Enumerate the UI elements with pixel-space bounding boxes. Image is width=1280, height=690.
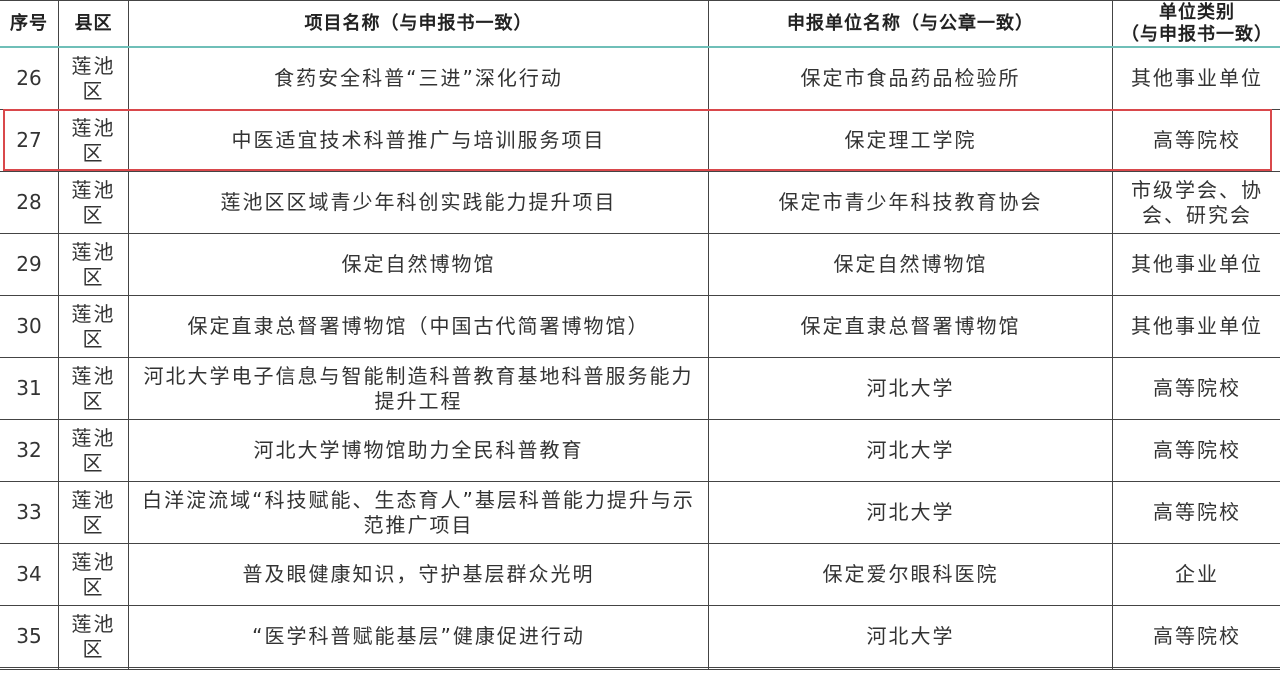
- cell-district: 莲池区: [58, 419, 129, 482]
- cell-district: 莲池区: [58, 481, 129, 544]
- cell-project: 保定自然博物馆: [128, 233, 709, 296]
- cell-project: 河北大学电子信息与智能制造科普教育基地科普服务能力提升工程: [128, 357, 709, 420]
- cell-district: 莲池区: [58, 543, 129, 606]
- cell-project: 白洋淀流域“科技赋能、生态育人”基层科普能力提升与示范推广项目: [128, 481, 709, 544]
- cell-district: 莲池区: [58, 295, 129, 358]
- cell-category: 高等院校: [1112, 109, 1280, 172]
- header-category-line2: （与申报书一致）: [1121, 23, 1273, 45]
- cell-district: 莲池区: [58, 357, 129, 420]
- cell-unit: 保定市青少年科技教育协会: [708, 171, 1113, 234]
- cell-category: 高等院校: [1112, 481, 1280, 544]
- cell-project: “医学科普赋能基层”健康促进行动: [128, 605, 709, 668]
- cell-unit: 河北大学: [708, 605, 1113, 668]
- table-row: 32 莲池区 河北大学博物馆助力全民科普教育 河北大学 高等院校: [0, 419, 1280, 482]
- header-project: 项目名称（与申报书一致）: [128, 0, 709, 48]
- header-category: 单位类别 （与申报书一致）: [1112, 0, 1280, 48]
- cell-category: 市级学会、协会、研究会: [1112, 171, 1280, 234]
- cell-no: 32: [0, 419, 59, 482]
- cell-district: 莲池区: [58, 233, 129, 296]
- cell-empty: [58, 667, 129, 670]
- table-row: 26 莲池区 食药安全科普“三进”深化行动 保定市食品药品检验所 其他事业单位: [0, 46, 1280, 110]
- cell-district: 莲池区: [58, 605, 129, 668]
- table-row: 29 莲池区 保定自然博物馆 保定自然博物馆 其他事业单位: [0, 233, 1280, 296]
- header-category-line1: 单位类别: [1159, 1, 1235, 23]
- header-no: 序号: [0, 0, 59, 48]
- table-row: 31 莲池区 河北大学电子信息与智能制造科普教育基地科普服务能力提升工程 河北大学 高等…: [0, 357, 1280, 420]
- cell-unit: 保定自然博物馆: [708, 233, 1113, 296]
- cell-project: 食药安全科普“三进”深化行动: [128, 46, 709, 110]
- cell-unit: 河北大学: [708, 481, 1113, 544]
- table-row: 34 莲池区 普及眼健康知识，守护基层群众光明 保定爱尔眼科医院 企业: [0, 543, 1280, 606]
- cell-district: 莲池区: [58, 171, 129, 234]
- cell-category: 高等院校: [1112, 357, 1280, 420]
- cell-no: 34: [0, 543, 59, 606]
- table-row: 27 莲池区 中医适宜技术科普推广与培训服务项目 保定理工学院 高等院校: [0, 109, 1280, 172]
- cell-no: 35: [0, 605, 59, 668]
- cell-no: 33: [0, 481, 59, 544]
- cell-category: 高等院校: [1112, 605, 1280, 668]
- cell-no: 31: [0, 357, 59, 420]
- cell-empty: [708, 667, 1113, 670]
- cell-unit: 河北大学: [708, 419, 1113, 482]
- cell-empty: [1112, 667, 1280, 670]
- table-row: 28 莲池区 莲池区区域青少年科创实践能力提升项目 保定市青少年科技教育协会 市级学会、…: [0, 171, 1280, 234]
- cell-district: 莲池区: [58, 109, 129, 172]
- cell-project: 中医适宜技术科普推广与培训服务项目: [128, 109, 709, 172]
- cell-project: 保定直隶总督署博物馆（中国古代简署博物馆）: [128, 295, 709, 358]
- cell-category: 高等院校: [1112, 419, 1280, 482]
- cell-category: 其他事业单位: [1112, 233, 1280, 296]
- header-row: 序号 县区 项目名称（与申报书一致） 申报单位名称（与公章一致） 单位类别 （与申…: [0, 0, 1280, 48]
- cell-project: 河北大学博物馆助力全民科普教育: [128, 419, 709, 482]
- cell-no: 26: [0, 46, 59, 110]
- cell-unit: 保定直隶总督署博物馆: [708, 295, 1113, 358]
- cell-unit: 保定市食品药品检验所: [708, 46, 1113, 110]
- cell-no: 27: [0, 109, 59, 172]
- header-district: 县区: [58, 0, 129, 48]
- cell-project: 普及眼健康知识，守护基层群众光明: [128, 543, 709, 606]
- cell-unit: 河北大学: [708, 357, 1113, 420]
- table-row: 33 莲池区 白洋淀流域“科技赋能、生态育人”基层科普能力提升与示范推广项目 河北大学…: [0, 481, 1280, 544]
- table-row: 35 莲池区 “医学科普赋能基层”健康促进行动 河北大学 高等院校: [0, 605, 1280, 668]
- cell-project: 莲池区区域青少年科创实践能力提升项目: [128, 171, 709, 234]
- cell-no: 29: [0, 233, 59, 296]
- cell-category: 企业: [1112, 543, 1280, 606]
- table-row: 30 莲池区 保定直隶总督署博物馆（中国古代简署博物馆） 保定直隶总督署博物馆 其他事业…: [0, 295, 1280, 358]
- cell-unit: 保定爱尔眼科医院: [708, 543, 1113, 606]
- cell-empty: [128, 667, 709, 670]
- header-unit: 申报单位名称（与公章一致）: [708, 0, 1113, 48]
- project-table: 序号 县区 项目名称（与申报书一致） 申报单位名称（与公章一致） 单位类别 （与申…: [0, 0, 1280, 670]
- cell-category: 其他事业单位: [1112, 46, 1280, 110]
- cell-category: 其他事业单位: [1112, 295, 1280, 358]
- cell-no: 28: [0, 171, 59, 234]
- table-row-partial: [0, 667, 1280, 670]
- cell-empty: [0, 667, 59, 670]
- cell-no: 30: [0, 295, 59, 358]
- cell-unit: 保定理工学院: [708, 109, 1113, 172]
- cell-district: 莲池区: [58, 46, 129, 110]
